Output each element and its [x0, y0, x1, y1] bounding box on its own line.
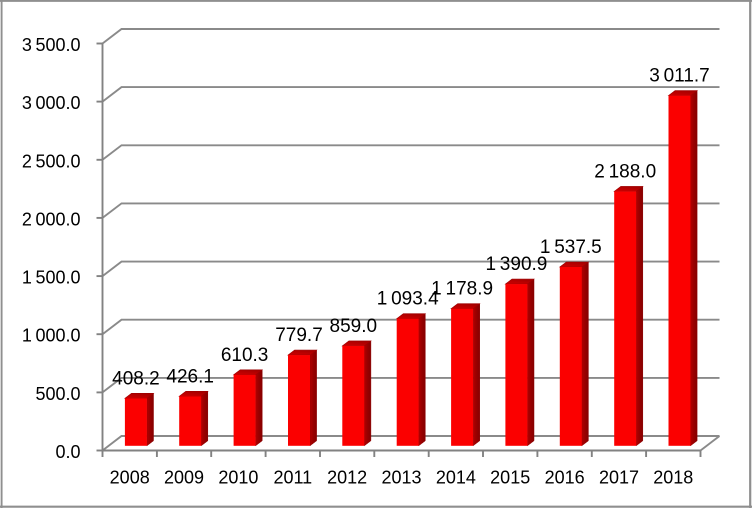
svg-text:2 000.0: 2 000.0: [22, 209, 81, 229]
svg-text:2010: 2010: [218, 468, 258, 488]
svg-text:1 500.0: 1 500.0: [22, 268, 81, 288]
svg-text:3 000.0: 3 000.0: [22, 93, 81, 113]
svg-text:2015: 2015: [490, 468, 530, 488]
svg-text:2017: 2017: [599, 468, 639, 488]
svg-text:1 178.9: 1 178.9: [431, 279, 493, 300]
svg-text:2 188.0: 2 188.0: [594, 161, 656, 182]
svg-text:2014: 2014: [436, 468, 476, 488]
svg-text:3 011.7: 3 011.7: [649, 66, 710, 87]
svg-text:1 537.5: 1 537.5: [540, 237, 602, 258]
svg-text:610.3: 610.3: [221, 345, 269, 366]
svg-text:1 000.0: 1 000.0: [22, 326, 81, 346]
svg-text:2013: 2013: [381, 468, 421, 488]
svg-text:2016: 2016: [545, 468, 585, 488]
svg-text:2 500.0: 2 500.0: [22, 151, 81, 171]
svg-text:0.0: 0.0: [55, 442, 80, 462]
svg-text:1 093.4: 1 093.4: [377, 289, 439, 310]
svg-text:2011: 2011: [273, 468, 312, 488]
svg-text:2009: 2009: [164, 468, 204, 488]
svg-text:408.2: 408.2: [112, 368, 160, 389]
svg-text:1 390.9: 1 390.9: [485, 254, 547, 275]
svg-text:2008: 2008: [110, 468, 150, 488]
svg-text:3 500.0: 3 500.0: [22, 35, 81, 55]
svg-text:2012: 2012: [327, 468, 367, 488]
svg-text:500.0: 500.0: [35, 384, 80, 404]
svg-text:859.0: 859.0: [330, 316, 378, 337]
svg-text:426.1: 426.1: [166, 366, 214, 387]
svg-text:2018: 2018: [653, 468, 693, 488]
svg-text:779.7: 779.7: [275, 325, 323, 346]
